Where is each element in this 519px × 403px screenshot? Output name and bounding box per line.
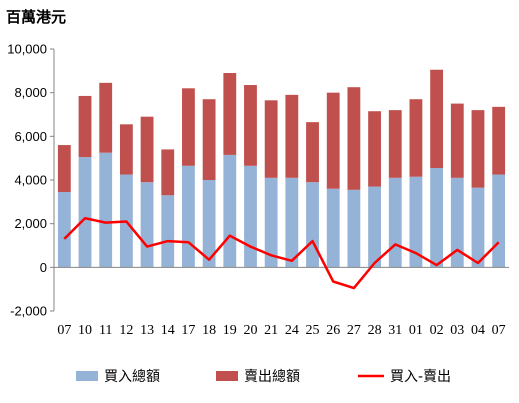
bar-buy-total — [223, 154, 237, 268]
legend-label-sell: 賣出總額 — [244, 368, 300, 385]
x-tick-label: 10 — [78, 323, 92, 338]
x-tick-label: 11 — [99, 323, 112, 338]
bar-buy-total — [368, 186, 381, 268]
bar-sell-total — [182, 88, 195, 166]
y-tick-label: 6,000 — [14, 129, 47, 144]
y-tick-label: -2,000 — [10, 304, 47, 319]
x-tick-label: 25 — [306, 323, 320, 338]
bar-sell-total — [471, 110, 485, 188]
x-tick-label: 07 — [57, 323, 71, 338]
bar-sell-total — [347, 87, 361, 190]
bar-buy-total — [99, 152, 113, 268]
bar-sell-total — [244, 85, 257, 166]
x-tick-label: 12 — [119, 323, 133, 338]
bar-buy-total — [57, 192, 71, 268]
x-tick-label: 20 — [243, 323, 257, 338]
x-tick-label: 03 — [450, 323, 464, 338]
x-tick-label: 02 — [430, 323, 444, 338]
bar-sell-total — [326, 92, 340, 189]
bar-sell-total — [368, 111, 381, 187]
y-tick-label: 10,000 — [7, 42, 47, 57]
bar-buy-total — [326, 188, 340, 268]
bar-sell-total — [430, 69, 444, 168]
bar-buy-total — [306, 182, 319, 268]
x-tick-label: 07 — [492, 323, 506, 338]
bar-sell-total — [57, 145, 71, 193]
x-tick-label: 31 — [388, 323, 402, 338]
bar-sell-total — [119, 124, 133, 175]
net-line — [63, 216, 500, 290]
bar-buy-total — [202, 180, 216, 268]
x-tick-label: 18 — [202, 323, 216, 338]
y-tick-label: 8,000 — [14, 85, 47, 100]
x-tick-label: 14 — [161, 323, 175, 338]
x-tick-label: 13 — [140, 323, 154, 338]
bar-sell-total — [78, 95, 92, 158]
x-tick-label: 26 — [326, 323, 340, 338]
x-tick-label: 19 — [223, 323, 237, 338]
bar-buy-total — [244, 165, 257, 268]
bar-sell-total — [202, 99, 216, 180]
bar-buy-total — [347, 189, 361, 268]
bar-buy-total — [285, 177, 299, 268]
legend-swatch-buy — [76, 371, 98, 381]
legend-label-net: 買入-賣出 — [390, 369, 451, 385]
y-tick-label: 4,000 — [14, 173, 47, 188]
bar-sell-total — [140, 116, 154, 183]
x-tick-label: 17 — [181, 323, 195, 338]
x-tick-label: 24 — [285, 323, 299, 338]
bar-buy-total — [430, 167, 444, 268]
bar-sell-total — [285, 94, 299, 178]
bar-sell-total — [409, 99, 423, 177]
bar-buy-total — [264, 177, 278, 268]
bar-sell-total — [306, 122, 319, 183]
x-tick-label: 21 — [264, 323, 278, 338]
bar-buy-total — [140, 182, 154, 268]
bar-buy-total — [409, 176, 423, 268]
x-tick-label: 04 — [471, 323, 485, 338]
bar-buy-total — [78, 157, 92, 268]
legend-swatch-sell — [216, 371, 238, 381]
x-tick-label: 01 — [409, 323, 423, 338]
bar-sell-total — [388, 110, 402, 178]
bar-sell-total — [450, 103, 464, 178]
bar-buy-total — [182, 165, 195, 268]
bar-sell-total — [264, 100, 278, 178]
bar-sell-total — [223, 73, 237, 155]
x-tick-label: 27 — [347, 323, 361, 338]
bar-sell-total — [161, 149, 175, 196]
bar-buy-total — [161, 195, 175, 268]
bar-buy-total — [388, 177, 402, 268]
unit-label: 百萬港元 — [6, 8, 67, 26]
legend-label-buy: 買入總額 — [104, 368, 160, 385]
y-tick-label: 2,000 — [14, 216, 47, 231]
bar-sell-total — [492, 106, 506, 175]
bar-buy-total — [471, 187, 485, 268]
bar-buy-total — [450, 177, 464, 268]
x-tick-label: 28 — [368, 323, 382, 338]
bar-buy-total — [492, 174, 506, 268]
bar-sell-total — [99, 82, 113, 153]
y-tick-label: 0 — [40, 260, 47, 275]
